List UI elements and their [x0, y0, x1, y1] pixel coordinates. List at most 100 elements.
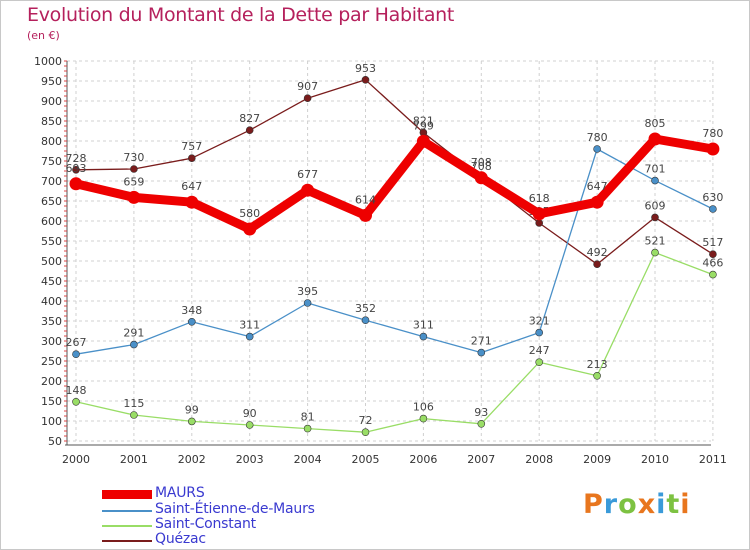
legend-swatch-saint-constant: [102, 525, 152, 527]
data-label-maurs: 805: [645, 117, 666, 130]
y-tick-label: 50: [48, 435, 62, 448]
data-label-quezac: 492: [587, 246, 608, 259]
data-label-saint-constant: 72: [359, 414, 373, 427]
y-tick-label: 950: [41, 75, 62, 88]
y-tick-label: 150: [41, 395, 62, 408]
data-point-saint-constant: [130, 411, 138, 419]
data-point-maurs: [590, 195, 604, 209]
data-label-quezac: 907: [297, 80, 318, 93]
data-point-saint-etienne-de-maurs: [419, 332, 428, 341]
series-line-saint-etienne-de-maurs: [75, 148, 714, 355]
data-label-maurs: 780: [702, 127, 723, 140]
chart-title: Evolution du Montant de la Dette par Hab…: [27, 4, 455, 26]
data-point-saint-etienne-de-maurs: [72, 350, 80, 359]
data-point-maurs: [648, 132, 662, 146]
logo-letter: t: [666, 489, 681, 520]
data-point-saint-constant: [593, 371, 601, 380]
data-point-maurs: [474, 171, 488, 185]
data-label-maurs: 647: [587, 180, 608, 193]
legend-label-saint-etienne-de-maurs: Saint-Étienne-de-Maurs: [155, 501, 315, 517]
plot-area: [67, 61, 711, 441]
data-label-saint-etienne-de-maurs: 701: [645, 163, 666, 176]
y-tick-label: 850: [41, 115, 62, 128]
data-label-saint-etienne-de-maurs: 780: [587, 131, 608, 144]
data-label-saint-etienne-de-maurs: 630: [702, 191, 723, 204]
data-label-maurs: 799: [413, 119, 434, 132]
x-tick-label: 2008: [525, 453, 553, 466]
data-label-quezac: 953: [355, 62, 376, 75]
data-label-quezac: 821: [413, 115, 434, 128]
data-label-maurs: 580: [239, 207, 260, 220]
data-label-saint-etienne-de-maurs: 271: [471, 335, 492, 348]
data-label-saint-etienne-de-maurs: 321: [529, 315, 550, 328]
y-tick-label: 750: [41, 155, 62, 168]
x-tick-label: 2009: [583, 453, 611, 466]
data-point-saint-constant: [72, 397, 80, 406]
data-point-saint-constant: [419, 414, 428, 423]
data-point-saint-etienne-de-maurs: [303, 299, 312, 307]
data-point-saint-constant: [651, 248, 659, 257]
y-tick-label: 1000: [34, 55, 62, 68]
data-point-quezac: [535, 219, 544, 227]
data-point-quezac: [593, 260, 601, 269]
data-point-saint-constant: [245, 421, 254, 429]
legend-swatch-maurs: [102, 490, 152, 499]
logo-letter: i: [680, 489, 691, 520]
y-tick-label: 600: [41, 215, 62, 228]
series-line-maurs: [71, 134, 718, 234]
legend-swatch-saint-etienne-de-maurs: [102, 510, 152, 512]
data-label-saint-constant: 521: [645, 235, 666, 248]
y-tick-label: 550: [41, 235, 62, 248]
data-point-saint-constant: [477, 419, 486, 428]
data-point-maurs: [69, 177, 83, 191]
data-label-saint-constant: 81: [301, 411, 315, 424]
data-point-saint-constant: [709, 270, 717, 279]
legend-label-maurs: MAURS: [155, 485, 205, 501]
data-label-saint-etienne-de-maurs: 267: [66, 336, 87, 349]
y-tick-label: 250: [41, 355, 62, 368]
data-label-saint-etienne-de-maurs: 311: [413, 319, 434, 332]
data-label-saint-constant: 466: [702, 257, 723, 270]
y-tick-label: 200: [41, 375, 62, 388]
data-label-maurs: 659: [123, 175, 144, 188]
data-label-maurs: 677: [297, 168, 318, 181]
y-tick-label: 100: [41, 415, 62, 428]
data-label-saint-etienne-de-maurs: 352: [355, 302, 376, 315]
y-tick-label: 900: [41, 95, 62, 108]
legend-label-quezac: Quézac: [155, 531, 206, 547]
data-label-quezac: 757: [181, 140, 202, 153]
logo-letter: x: [637, 489, 657, 520]
x-tick-label: 2005: [352, 453, 380, 466]
y-tick-label: 400: [41, 295, 62, 308]
data-point-maurs: [301, 183, 315, 197]
data-point-maurs: [532, 207, 546, 221]
chart-subtitle: (en €): [27, 29, 60, 42]
x-tick-label: 2006: [409, 453, 437, 466]
data-point-quezac: [651, 213, 659, 222]
data-label-quezac: 609: [645, 199, 666, 212]
y-tick-label: 700: [41, 175, 62, 188]
data-point-quezac: [245, 126, 254, 134]
data-label-maurs: 693: [66, 162, 87, 175]
data-point-maurs: [127, 190, 141, 204]
logo-letter: o: [618, 489, 638, 520]
data-point-saint-etienne-de-maurs: [477, 348, 486, 357]
data-point-saint-etienne-de-maurs: [245, 332, 254, 341]
data-point-maurs: [185, 195, 199, 209]
data-label-maurs: 618: [529, 192, 550, 205]
logo-letter: P: [583, 489, 604, 520]
data-point-saint-constant: [535, 358, 544, 367]
data-point-maurs: [243, 222, 257, 236]
proxiti-logo: Proxiti: [583, 489, 691, 520]
y-tick-label: 450: [41, 275, 62, 288]
data-point-maurs: [706, 142, 720, 156]
x-tick-label: 2011: [699, 453, 727, 466]
y-tick-label: 350: [41, 315, 62, 328]
data-point-maurs: [416, 134, 430, 148]
data-label-saint-etienne-de-maurs: 291: [123, 327, 144, 340]
data-point-maurs: [359, 208, 372, 222]
data-point-quezac: [361, 76, 370, 84]
data-label-maurs: 708: [471, 156, 492, 169]
data-label-saint-constant: 93: [474, 406, 488, 419]
